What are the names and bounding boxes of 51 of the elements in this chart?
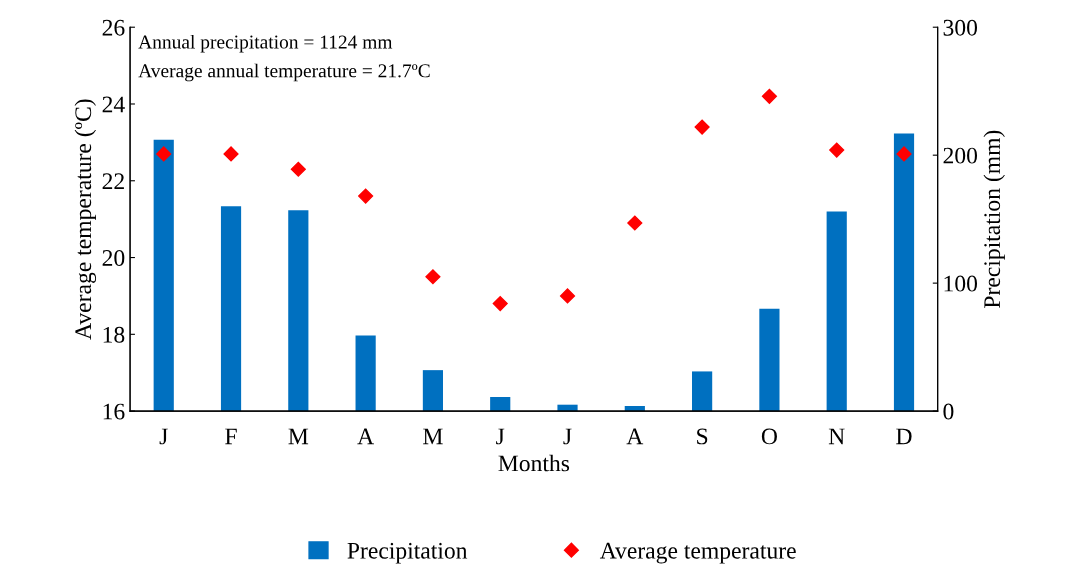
y2-axis-title: Precipitation (mm) — [983, 130, 1005, 308]
y-tick-label: 18 — [103, 326, 125, 343]
annotation: Annual precipitation = 1124 mm — [138, 34, 393, 53]
y2-tick-label: 200 — [943, 147, 978, 164]
x-axis-title: Months — [498, 454, 570, 472]
x-tick-label: D — [896, 428, 912, 445]
bar — [153, 139, 174, 412]
point — [829, 142, 845, 158]
bar — [759, 308, 780, 412]
point — [425, 269, 441, 285]
x-tick-label: M — [423, 428, 443, 445]
annotation: Average annual temperature = 21.7ºC — [138, 63, 430, 82]
legend-label: Average temperature — [599, 542, 796, 564]
point — [694, 119, 710, 135]
point — [896, 146, 912, 162]
y2-tick-label: 300 — [943, 19, 978, 36]
y-tick-label: 20 — [102, 250, 125, 266]
point — [358, 188, 374, 204]
point — [761, 88, 777, 104]
y2-tick-label: 0 — [943, 403, 954, 420]
point — [290, 161, 306, 177]
x-tick-label: J — [159, 428, 168, 445]
y-axis-title: Average temperature (ºC) — [74, 99, 97, 340]
x-tick-label: F — [225, 428, 237, 445]
y2-tick-label: 100 — [944, 275, 978, 292]
point — [559, 288, 576, 304]
y-tick-label: 22 — [102, 173, 124, 189]
x-tick-label: O — [761, 428, 777, 445]
y-tick-label: 16 — [103, 403, 125, 420]
bar — [692, 371, 713, 412]
bar — [288, 210, 309, 412]
bar — [490, 397, 511, 412]
bar — [220, 206, 242, 412]
point — [627, 215, 643, 231]
bar — [826, 211, 847, 412]
x-tick-label: A — [357, 428, 374, 445]
x-tick-label: J — [496, 428, 505, 445]
x-tick-label: M — [288, 428, 309, 445]
x-tick-label: S — [697, 428, 708, 445]
y-tick-label: 24 — [102, 96, 125, 113]
point — [223, 146, 239, 162]
bar — [893, 133, 915, 412]
point — [156, 146, 172, 162]
legend-label: Precipitation — [347, 542, 468, 564]
y-tick-label: 26 — [102, 19, 125, 36]
x-tick-label: A — [626, 428, 644, 445]
point — [492, 296, 508, 312]
bar — [355, 335, 376, 412]
bar — [422, 370, 444, 412]
x-tick-label: N — [828, 428, 845, 445]
x-tick-label: J — [563, 428, 572, 445]
